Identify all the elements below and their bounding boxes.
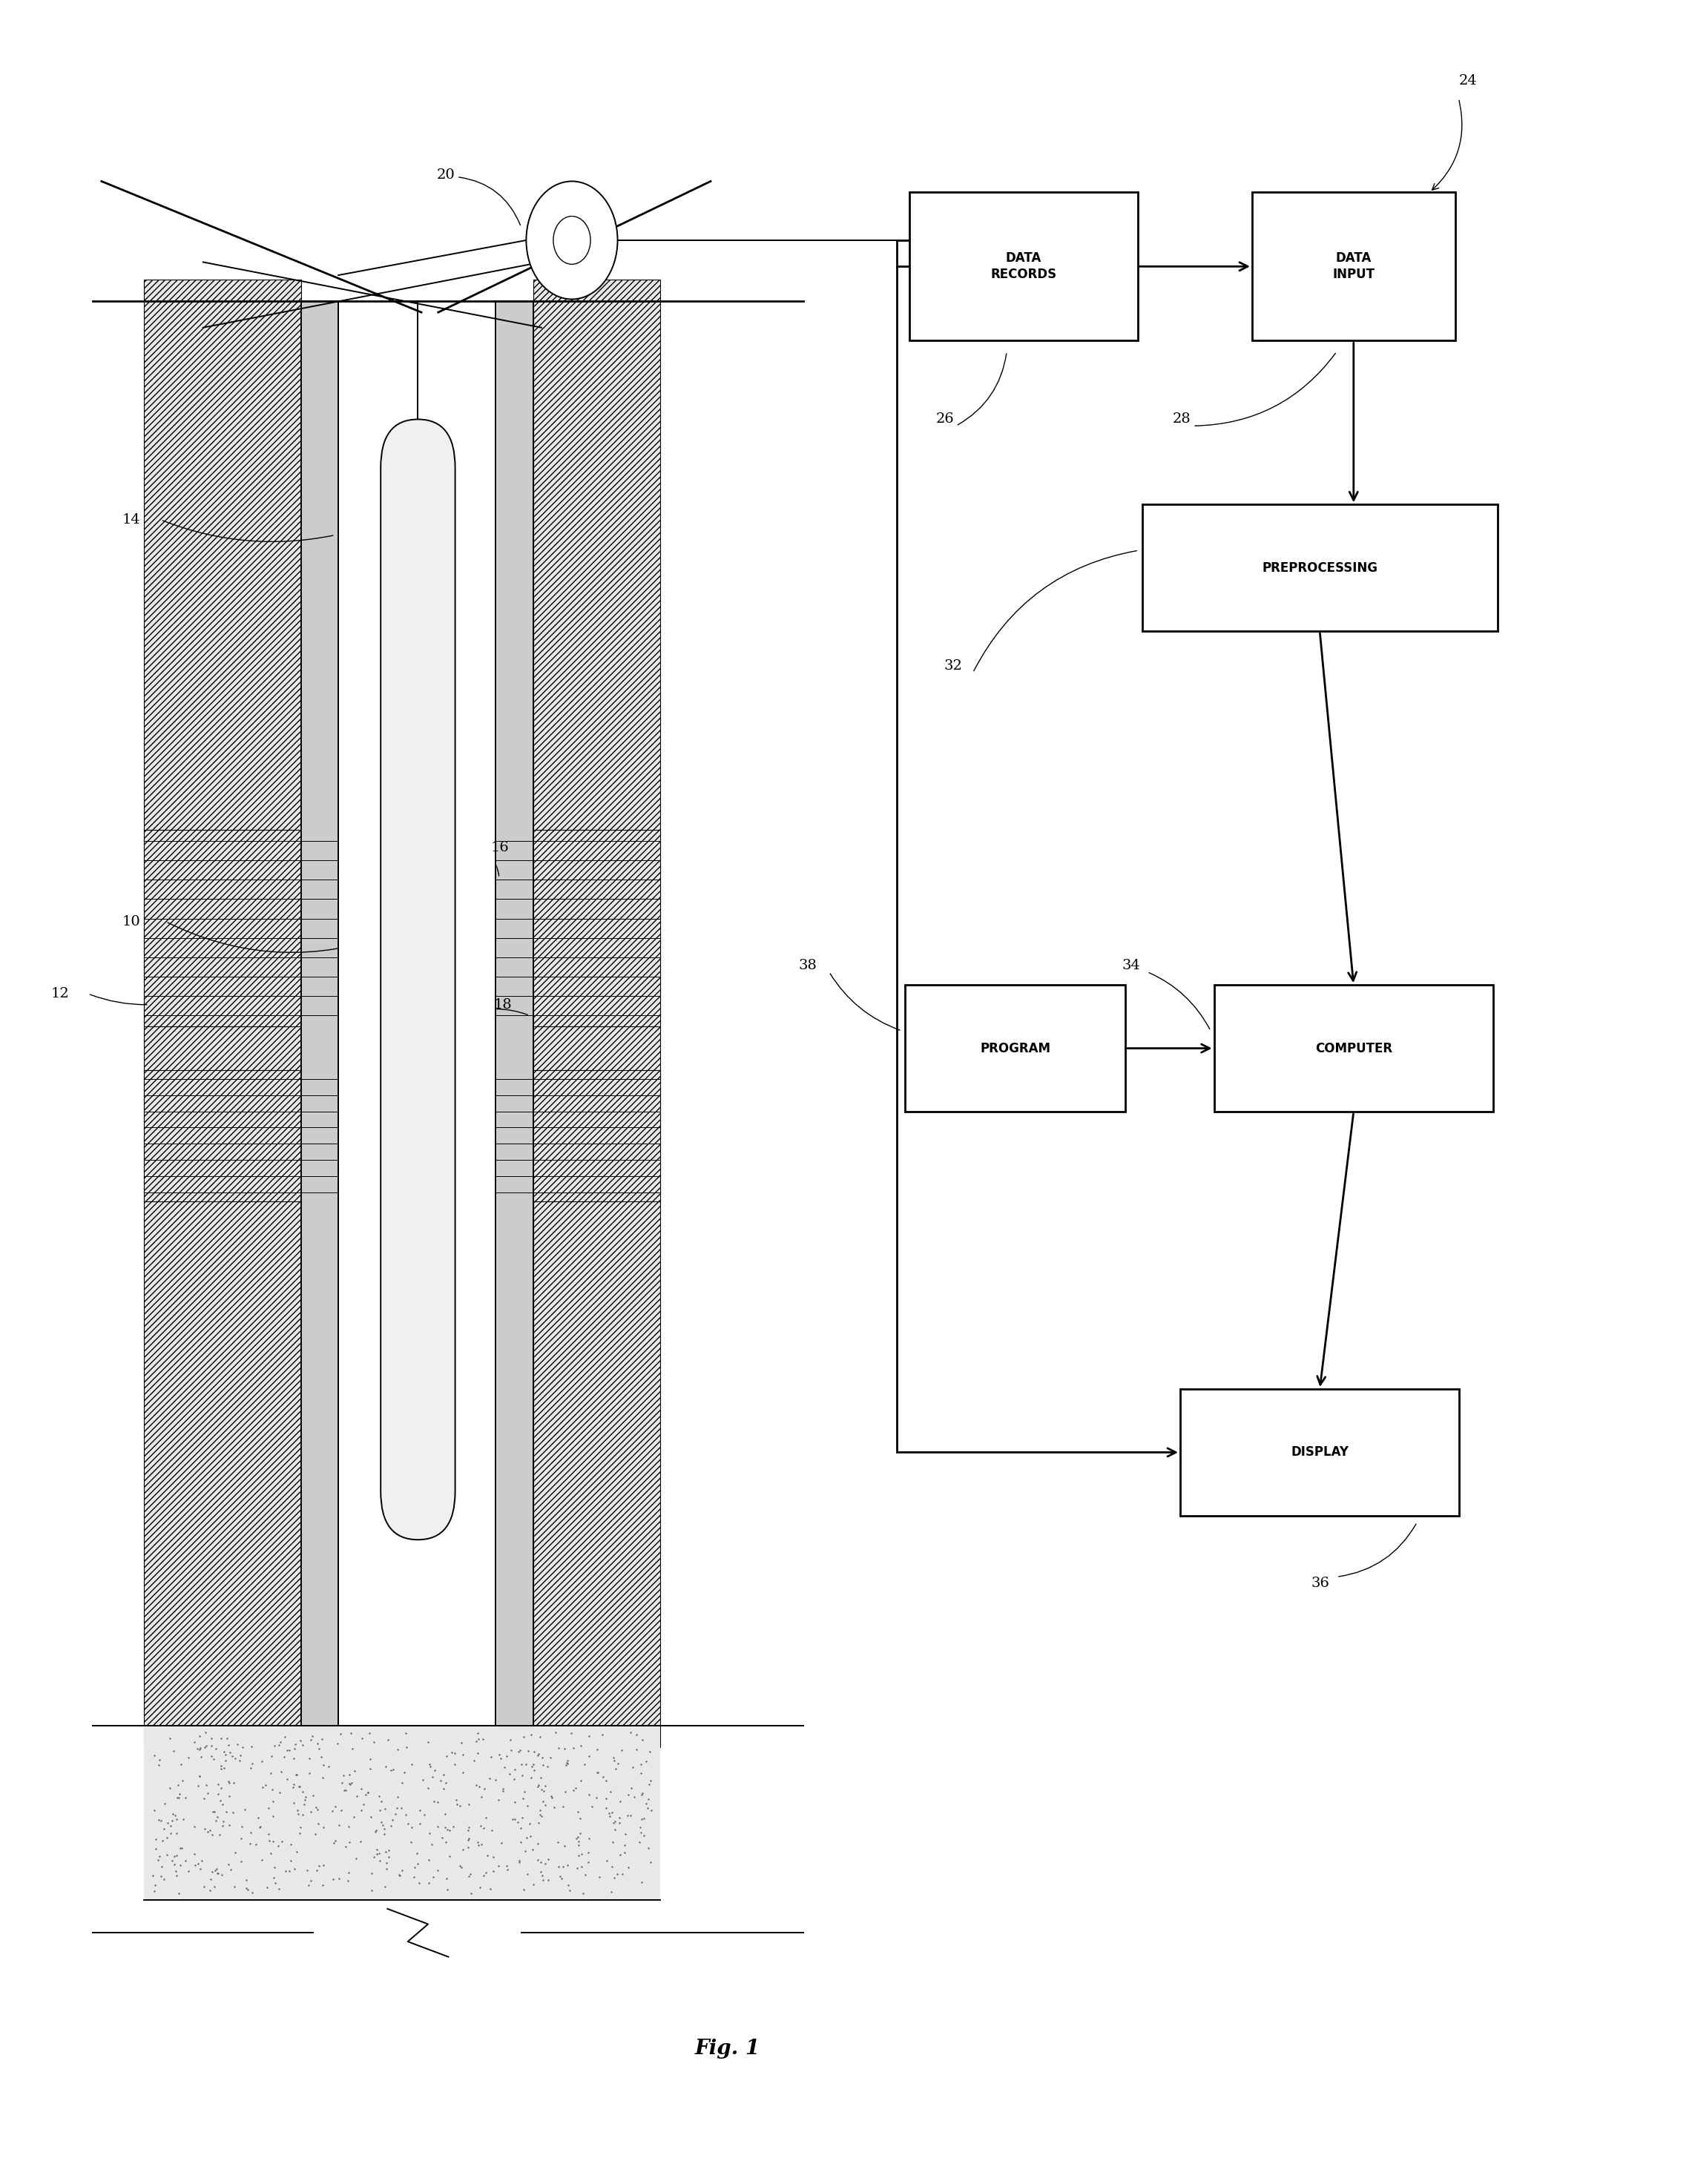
Bar xyxy=(910,192,1137,341)
Text: DATA
RECORDS: DATA RECORDS xyxy=(990,251,1058,282)
Circle shape xyxy=(553,216,591,264)
Text: PREPROCESSING: PREPROCESSING xyxy=(1262,561,1377,574)
Bar xyxy=(1142,505,1497,631)
Text: DISPLAY: DISPLAY xyxy=(1291,1446,1349,1459)
Bar xyxy=(144,1725,660,1900)
Circle shape xyxy=(526,181,618,299)
Bar xyxy=(144,830,338,1026)
Bar xyxy=(1252,192,1455,341)
Text: 16: 16 xyxy=(491,841,509,854)
Text: 14: 14 xyxy=(122,513,140,526)
Text: 36: 36 xyxy=(1311,1577,1330,1590)
Bar xyxy=(144,1070,338,1201)
Text: 28: 28 xyxy=(1173,413,1191,426)
Bar xyxy=(496,1070,660,1201)
Text: 26: 26 xyxy=(936,413,954,426)
FancyBboxPatch shape xyxy=(381,419,455,1540)
Bar xyxy=(1215,985,1494,1112)
Text: 18: 18 xyxy=(494,998,513,1011)
Text: COMPUTER: COMPUTER xyxy=(1315,1042,1393,1055)
Text: DATA
INPUT: DATA INPUT xyxy=(1333,251,1374,282)
Text: 38: 38 xyxy=(799,959,817,972)
Text: PROGRAM: PROGRAM xyxy=(980,1042,1051,1055)
Bar xyxy=(905,985,1125,1112)
Text: 20: 20 xyxy=(437,168,455,181)
Text: 32: 32 xyxy=(944,660,963,673)
Text: 10: 10 xyxy=(122,915,140,928)
Text: 24: 24 xyxy=(1459,74,1477,87)
Text: 12: 12 xyxy=(51,987,69,1000)
Bar xyxy=(144,280,301,1747)
Bar xyxy=(1181,1389,1459,1516)
Bar xyxy=(496,830,660,1026)
Text: 34: 34 xyxy=(1122,959,1140,972)
Text: Fig. 1: Fig. 1 xyxy=(695,2038,760,2060)
Bar xyxy=(533,280,660,1747)
